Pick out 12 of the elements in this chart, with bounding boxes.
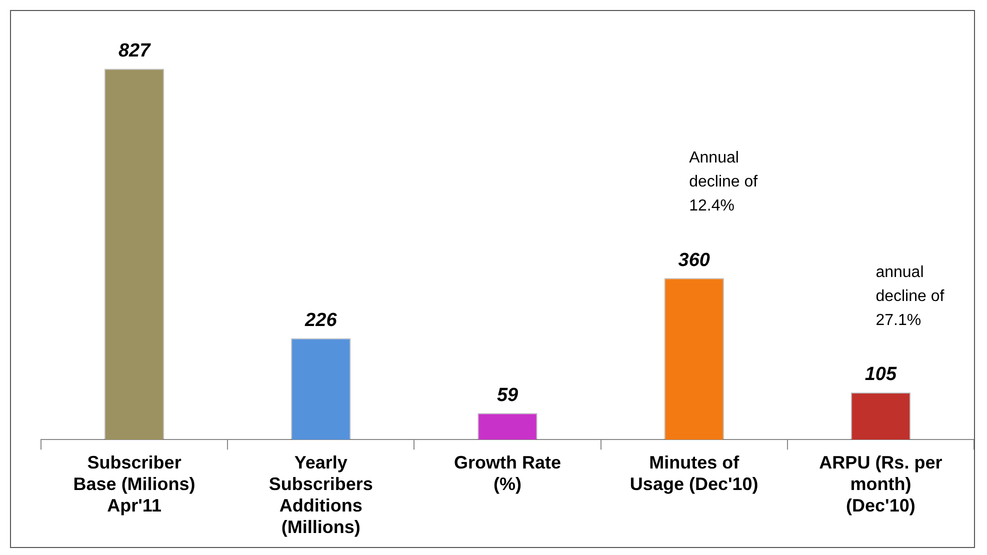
data-label: 105	[864, 364, 897, 386]
x-tick-label: Yearly Subscribers Additions (Millions)	[268, 452, 373, 538]
data-label: 59	[496, 384, 518, 406]
x-tick-label: Subscriber Base (Milions) Apr'11	[73, 452, 196, 516]
data-label: 226	[304, 310, 338, 331]
x-tick-label: Minutes of Usage (Dec'10)	[630, 452, 758, 494]
x-tick-label: Growth Rate (%)	[454, 452, 562, 494]
annotation: Annual decline of 12.4%	[689, 150, 758, 215]
data-label: 360	[678, 250, 710, 271]
annotation: annual decline of 27.1%	[876, 264, 945, 329]
data-label: 827	[118, 40, 152, 62]
x-tick-label: ARPU (Rs. per month) (Dec'10)	[819, 452, 942, 516]
